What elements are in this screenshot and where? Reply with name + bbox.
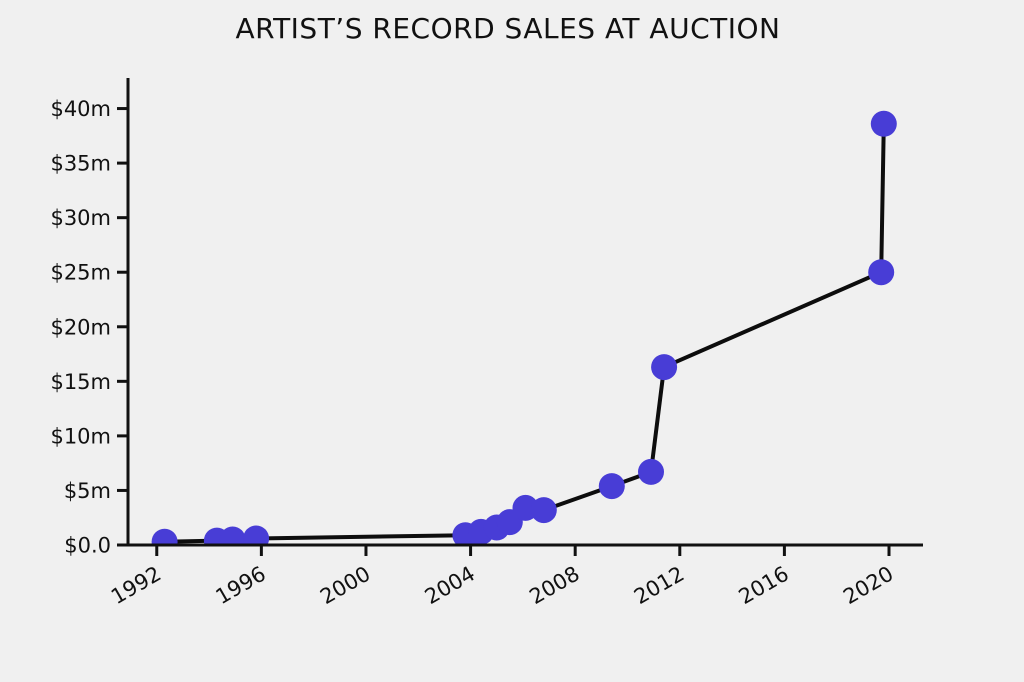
chart-title: ARTIST’S RECORD SALES AT AUCTION bbox=[236, 12, 781, 45]
y-tick-label: $0.0 bbox=[64, 534, 111, 558]
y-tick-label: $35m bbox=[50, 152, 111, 176]
data-point bbox=[530, 497, 557, 524]
data-point bbox=[870, 110, 897, 137]
data-point bbox=[219, 526, 246, 545]
data-point bbox=[868, 259, 895, 286]
y-tick-label: $30m bbox=[50, 206, 111, 230]
data-point bbox=[651, 354, 678, 381]
data-point bbox=[598, 473, 625, 500]
data-point bbox=[151, 528, 178, 545]
axes-spines bbox=[126, 78, 923, 547]
y-tick-label: $25m bbox=[50, 261, 111, 285]
axes-layer bbox=[126, 78, 923, 547]
y-tick-label: $40m bbox=[50, 97, 111, 121]
data-point bbox=[243, 525, 270, 545]
y-tick-label: $20m bbox=[50, 315, 111, 339]
data-point bbox=[638, 458, 664, 485]
y-tick-label: $5m bbox=[64, 479, 111, 503]
series-layer bbox=[151, 110, 897, 545]
y-tick-label: $10m bbox=[50, 424, 111, 448]
y-tick-label: $15m bbox=[50, 370, 111, 394]
